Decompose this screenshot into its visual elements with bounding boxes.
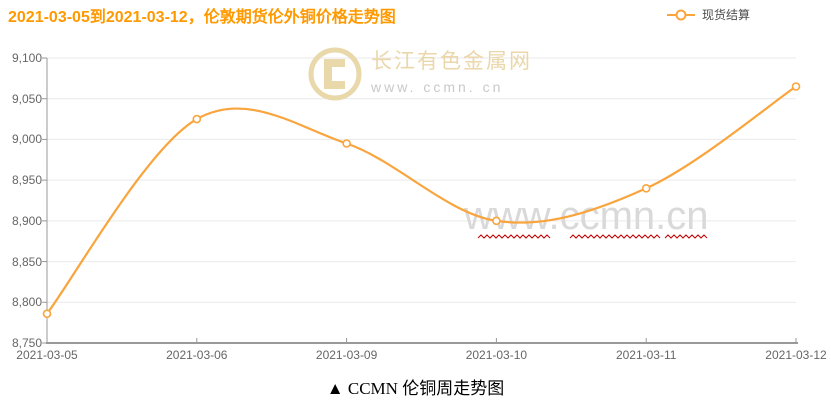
y-axis-tick-label: 8,850 (11, 254, 42, 269)
chart-caption: ▲ CCMN 伦铜周走势图 (326, 379, 505, 398)
legend-label: 现货结算 (702, 8, 751, 22)
x-axis-tick-label: 2021-03-05 (16, 348, 78, 362)
watermark-site-url: www. ccmn. cn (371, 79, 504, 95)
watermark-site-name: 长江有色金属网 (371, 50, 532, 73)
x-axis-tick-label: 2021-03-06 (166, 348, 228, 362)
x-axis-tick-label: 2021-03-12 (765, 348, 827, 362)
ccmn-logo-icon (308, 47, 362, 101)
y-axis-tick-label: 8,750 (11, 336, 42, 350)
x-axis-tick-label: 2021-03-11 (615, 348, 677, 362)
y-axis-tick-label: 9,000 (11, 132, 42, 147)
x-axis-tick-label: 2021-03-09 (315, 348, 378, 362)
legend-item-spot-settlement[interactable]: 现货结算 (666, 6, 750, 23)
y-axis-tick-label: 9,100 (11, 51, 42, 65)
watermark-logo-text: 长江有色金属网 www. ccmn. cn (371, 45, 532, 95)
chart-title: 2021-03-05到2021-03-12，伦敦期货伦外铜价格走势图 (8, 9, 396, 26)
y-axis-tick-label: 8,900 (11, 213, 42, 228)
y-axis-tick-label: 8,950 (11, 173, 42, 188)
y-axis-tick-label: 8,800 (11, 295, 42, 310)
legend-line-marker-icon (667, 9, 695, 20)
watermark-center-url: www.ccmn.cn (464, 194, 709, 238)
y-axis-tick-label: 9,050 (11, 91, 42, 106)
watermark-logo-block: 长江有色金属网 www. ccmn. cn (306, 45, 532, 103)
x-axis-tick-label: 2021-03-10 (465, 348, 528, 362)
